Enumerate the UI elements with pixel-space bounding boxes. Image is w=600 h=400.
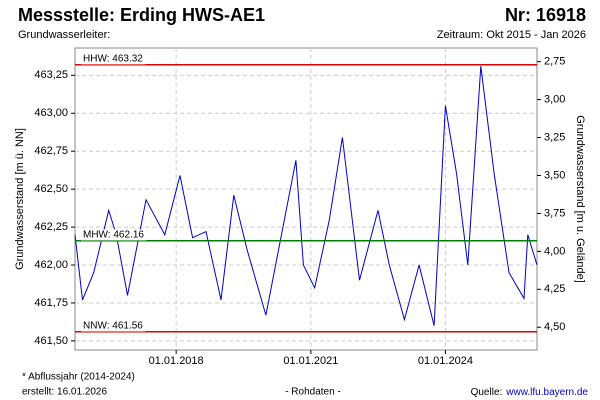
- reference-label: HHW: 463.32: [83, 53, 143, 64]
- y-tick-label: 461,75: [34, 297, 68, 309]
- y-tick-label: 462,25: [34, 221, 68, 233]
- period: Zeitraum: Okt 2015 - Jan 2026: [437, 29, 586, 41]
- reference-label-bg: [81, 320, 146, 332]
- y2-axis-label: Grundwasserstand [m u. Gelände]: [574, 115, 586, 283]
- y2-tick-label: 3,75: [544, 207, 565, 219]
- source-label: Quelle:: [471, 387, 503, 398]
- reference-label: MHW: 462.16: [83, 229, 144, 240]
- y-tick-label: 462,75: [34, 145, 68, 157]
- y2-tick-label: 3,50: [544, 169, 565, 181]
- x-tick-label: 01.01.2024: [418, 355, 473, 367]
- chart-title: Messstelle: Erding HWS-AE1: [18, 5, 265, 25]
- x-tick-label: 01.01.2018: [149, 355, 204, 367]
- y2-tick-label: 2,75: [544, 56, 565, 68]
- y2-tick-label: 4,00: [544, 245, 565, 257]
- y-axis-label: Grundwasserstand [m ü. NN]: [14, 128, 26, 270]
- x-tick-label: 01.01.2021: [283, 355, 338, 367]
- plot-area: [74, 47, 538, 351]
- y2-tick-label: 4,50: [544, 321, 565, 333]
- reference-label: NNW: 461.56: [83, 320, 143, 331]
- raw-data-note: - Rohdaten -: [285, 387, 341, 398]
- y-tick-label: 462,50: [34, 183, 68, 195]
- reference-label-bg: [81, 229, 147, 241]
- footnote: * Abflussjahr (2014-2024): [22, 372, 135, 383]
- y-tick-label: 463,00: [34, 107, 68, 119]
- subtitle: Grundwasserleiter:: [18, 29, 110, 41]
- source-link[interactable]: www.lfu.bayern.de: [505, 387, 588, 398]
- y2-tick-label: 4,25: [544, 283, 565, 295]
- y2-tick-label: 3,25: [544, 131, 565, 143]
- source: Quelle: www.lfu.bayern.de: [471, 387, 589, 398]
- station-number: Nr: 16918: [505, 5, 586, 25]
- created-date: erstellt: 16.01.2026: [22, 387, 107, 398]
- reference-label-bg: [81, 53, 146, 65]
- y-tick-label: 461,50: [34, 335, 68, 347]
- y-tick-label: 463,25: [34, 69, 68, 81]
- y-tick-label: 462,00: [34, 259, 68, 271]
- y2-tick-label: 3,00: [544, 94, 565, 106]
